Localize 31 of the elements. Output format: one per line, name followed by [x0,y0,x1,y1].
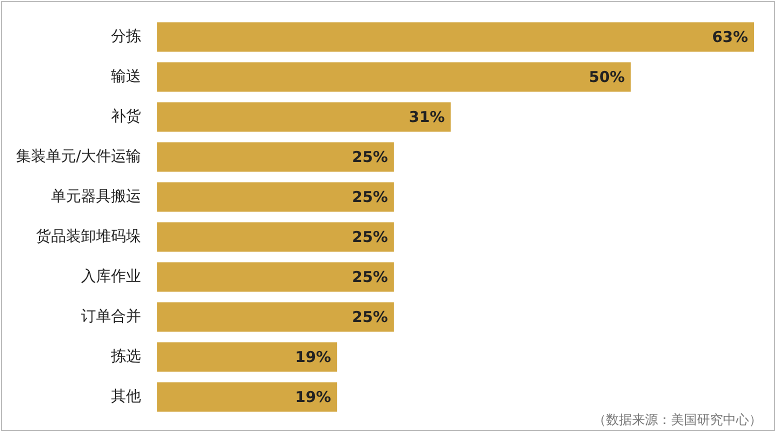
y-tick-label: 输送 [111,66,142,85]
bar [157,102,451,132]
bar [157,62,631,92]
y-tick-label: 拣选 [110,346,142,365]
data-label: 25% [352,148,388,166]
y-tick-label: 分拣 [111,26,142,45]
bar [157,222,394,252]
bar [157,382,338,412]
data-label: 31% [408,108,445,126]
y-tick-label: 其他 [111,386,142,405]
data-label: 25% [352,308,388,326]
data-label: 25% [352,188,388,206]
bar [157,142,394,172]
data-label: 50% [588,68,625,86]
data-label: 63% [712,28,748,46]
bar [157,262,394,292]
data-label: 19% [295,348,332,366]
y-tick-label: 单元器具搬运 [51,186,142,205]
y-tick-label: 货品装卸堆码垛 [36,226,142,245]
data-label: 25% [352,268,388,286]
y-tick-label: 订单合并 [81,306,142,325]
annotation: （数据来源：美国研究中心） [593,412,762,428]
bar [157,302,394,332]
data-label: 25% [352,228,388,246]
y-tick-label: 补货 [111,106,142,125]
data-label: 19% [295,388,332,406]
y-tick-label: 入库作业 [81,266,142,285]
y-tick-label: 集装单元/大件运输 [16,146,142,165]
bar [157,182,394,212]
bar [157,342,338,372]
bar [157,22,754,52]
